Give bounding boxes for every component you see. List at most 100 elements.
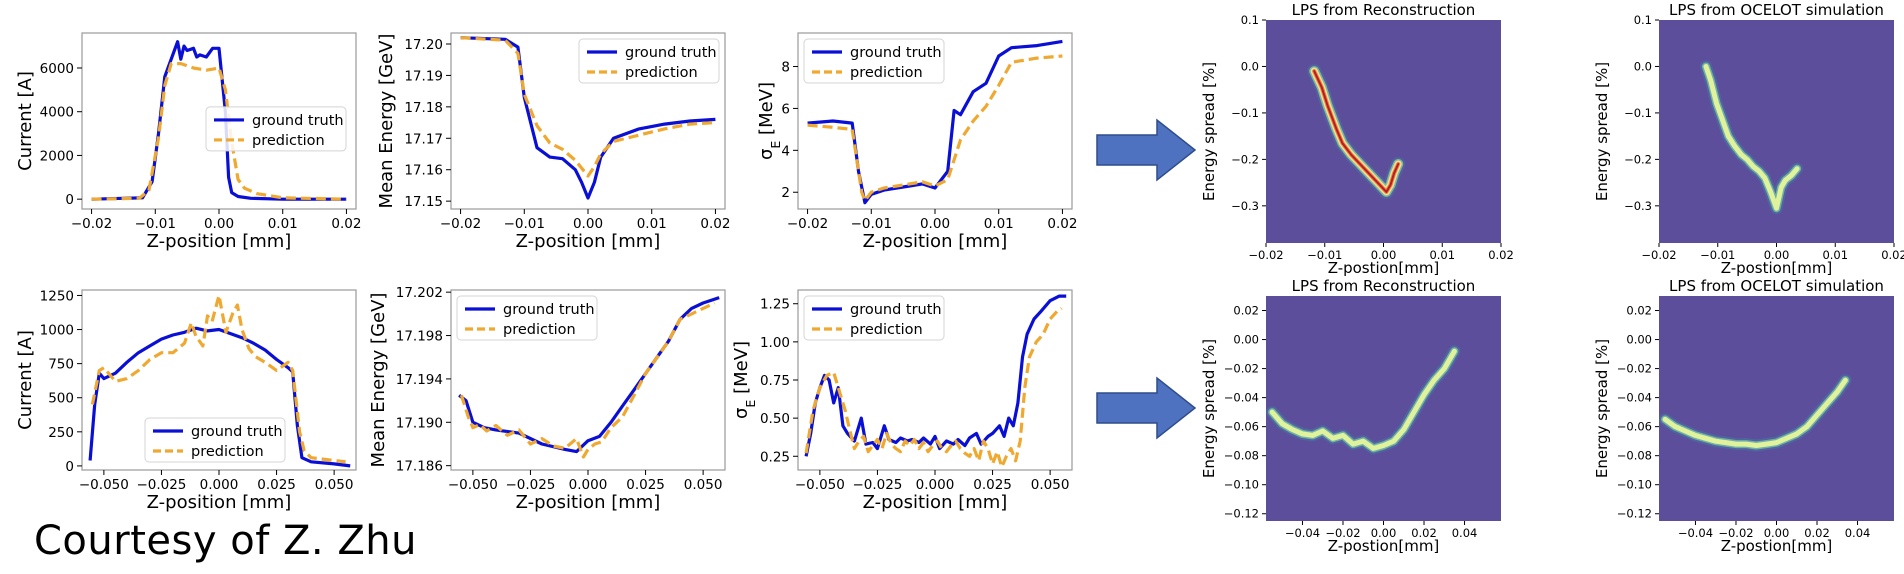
y-tick-label: 17.190: [396, 415, 443, 431]
y-tick-label: 0: [65, 192, 74, 208]
y-tick-label: 0.25: [760, 449, 790, 465]
x-tick-label: 0.02: [1047, 216, 1077, 232]
y-axis-label-9: Energy spread [%]: [1593, 339, 1611, 478]
line-chart-0: −0.02 −0.01 0.00 0.01 0.02 0 2000 4000 6000 Z-pos…: [15, 32, 361, 252]
y-tick-label: 17.15: [404, 194, 443, 210]
y-tick-label: 17.16: [404, 163, 443, 179]
x-tick-label: −0.01: [135, 216, 176, 232]
y-tick-label: −0.1: [1624, 106, 1652, 120]
flow-arrow-1: [1096, 118, 1197, 182]
x-tick-label: 0.01: [984, 216, 1014, 232]
x-tick-label: 0.02: [331, 216, 361, 232]
lps-heatmap-6: −0.02 −0.01 0.00 0.01 0.02 −0.3 −0.2 −0.1 0.0 0.1…: [1200, 1, 1514, 277]
line-chart-4: −0.050 −0.025 0.000 0.025 0.050 17.186 17.190 1…: [368, 285, 726, 513]
line-chart-3: −0.050 −0.025 0.000 0.025 0.050 0 250 500 750 100…: [15, 288, 357, 513]
x-tick-label: 0.025: [257, 477, 296, 493]
y-axis-label-6: Energy spread [%]: [1200, 62, 1218, 201]
legend: ground truth prediction: [803, 295, 945, 341]
y-tick-label: 17.17: [404, 131, 443, 147]
x-tick-label: 0.050: [315, 477, 354, 493]
x-axis-label: Z-postion[mm]: [1328, 259, 1440, 277]
y-tick-label: 750: [48, 357, 74, 373]
y-tick-label: −0.08: [1617, 449, 1652, 463]
x-axis-label: Z-position [mm]: [863, 231, 1008, 252]
legend: ground truth prediction: [456, 295, 598, 341]
y-tick-label: 8: [781, 60, 790, 76]
x-tick-label: 0.01: [637, 216, 667, 232]
series-prediction-line: [460, 36, 716, 178]
legend: ground truth prediction: [144, 417, 286, 463]
y-tick-label: 0.1: [1634, 13, 1652, 27]
y-tick-label: −0.02: [1224, 362, 1259, 376]
y-tick-label: 17.20: [404, 37, 443, 53]
x-tick-label: 0.050: [684, 477, 723, 493]
y-tick-label: 17.18: [404, 100, 443, 116]
y-tick-label: −0.3: [1231, 199, 1259, 213]
lps-ridge: [1269, 348, 1457, 451]
x-tick-label: 0.00: [1764, 248, 1790, 262]
series-prediction-line: [459, 301, 716, 459]
heatmap-background: [1266, 296, 1501, 521]
x-tick-label: 0.025: [973, 477, 1012, 493]
y-tick-label: −0.1: [1231, 106, 1259, 120]
y-axis-label-1: Mean Energy [GeV]: [376, 34, 397, 209]
x-axis-label: Z-postion[mm]: [1721, 259, 1833, 277]
x-tick-label: −0.025: [852, 477, 902, 493]
legend-label: ground truth: [503, 302, 595, 318]
x-tick-label: 0.025: [626, 477, 665, 493]
heatmap-title: LPS from Reconstruction: [1292, 277, 1476, 295]
x-tick-label: −0.050: [79, 477, 129, 493]
y-tick-label: 1.25: [760, 297, 790, 313]
legend-label: prediction: [625, 65, 698, 81]
y-tick-label: −0.04: [1617, 391, 1652, 405]
lps-ridge: [1703, 64, 1800, 211]
x-axis-label: Z-position [mm]: [863, 492, 1008, 513]
x-tick-label: −0.02: [71, 216, 112, 232]
x-tick-label: 0.000: [916, 477, 955, 493]
x-tick-label: −0.04: [1678, 526, 1713, 540]
y-tick-label: 2000: [40, 148, 74, 164]
x-tick-label: −0.04: [1285, 526, 1320, 540]
y-tick-label: 0: [65, 459, 74, 475]
y-tick-label: 1000: [40, 323, 74, 339]
x-tick-label: 0.00: [1371, 526, 1397, 540]
legend-label: prediction: [850, 322, 923, 338]
y-axis-label-0: Current [A]: [15, 71, 36, 171]
x-axis-label: Z-position [mm]: [147, 492, 292, 513]
y-tick-label: 0.50: [760, 411, 790, 427]
lps-heatmap-9: −0.04 −0.02 0.00 0.02 0.04 −0.12 −0.10 −0.08 −0.…: [1593, 277, 1894, 555]
x-tick-label: −0.02: [440, 216, 481, 232]
y-axis-label-3: Current [A]: [15, 330, 36, 430]
legend-label: prediction: [503, 322, 576, 338]
x-tick-label: −0.025: [505, 477, 555, 493]
x-tick-label: 0.00: [573, 216, 603, 232]
y-axis-label-4: Mean Energy [GeV]: [368, 293, 389, 468]
y-tick-label: −0.12: [1617, 507, 1652, 521]
y-axis-label-8: Energy spread [%]: [1200, 339, 1218, 478]
x-tick-label: 0.00: [1764, 526, 1790, 540]
series-ground-truth-line: [804, 294, 1067, 457]
x-tick-label: 0.02: [1411, 526, 1437, 540]
legend-label: prediction: [850, 65, 923, 81]
x-tick-label: −0.050: [448, 477, 498, 493]
y-tick-label: 17.194: [396, 372, 443, 388]
legend-label: prediction: [191, 444, 264, 460]
legend-label: ground truth: [625, 45, 717, 61]
legend: ground truth prediction: [205, 106, 347, 152]
x-tick-label: 0.00: [920, 216, 950, 232]
y-tick-label: −0.06: [1224, 420, 1259, 434]
heatmap-background: [1659, 296, 1894, 521]
x-tick-label: −0.02: [787, 216, 828, 232]
x-axis-label: Z-position [mm]: [516, 492, 661, 513]
x-tick-label: 0.00: [1371, 248, 1397, 262]
x-tick-label: −0.02: [1641, 248, 1676, 262]
x-tick-label: 0.02: [1804, 526, 1830, 540]
y-tick-label: −0.04: [1224, 391, 1259, 405]
y-tick-label: −0.02: [1617, 362, 1652, 376]
y-tick-label: −0.2: [1624, 152, 1652, 166]
arrow-shape: [1096, 118, 1197, 182]
y-tick-label: 1250: [40, 288, 74, 304]
flow-arrow-2: [1096, 376, 1197, 440]
legend: ground truth prediction: [803, 38, 945, 84]
lps-heatmap-7: −0.02 −0.01 0.00 0.01 0.02 −0.3 −0.2 −0.1 0.0 0.1…: [1593, 1, 1904, 277]
